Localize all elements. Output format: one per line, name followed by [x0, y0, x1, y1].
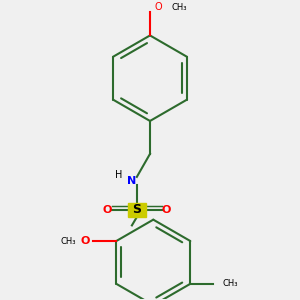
- Text: CH₃: CH₃: [222, 279, 238, 288]
- Text: N: N: [127, 176, 136, 186]
- Text: S: S: [132, 203, 141, 216]
- Text: CH₃: CH₃: [171, 3, 187, 12]
- Text: H: H: [115, 170, 122, 180]
- Bar: [128, 202, 146, 217]
- Text: O: O: [103, 205, 112, 215]
- Text: CH₃: CH₃: [61, 236, 76, 245]
- Text: O: O: [80, 236, 90, 246]
- Text: O: O: [155, 2, 163, 13]
- Text: O: O: [162, 205, 171, 215]
